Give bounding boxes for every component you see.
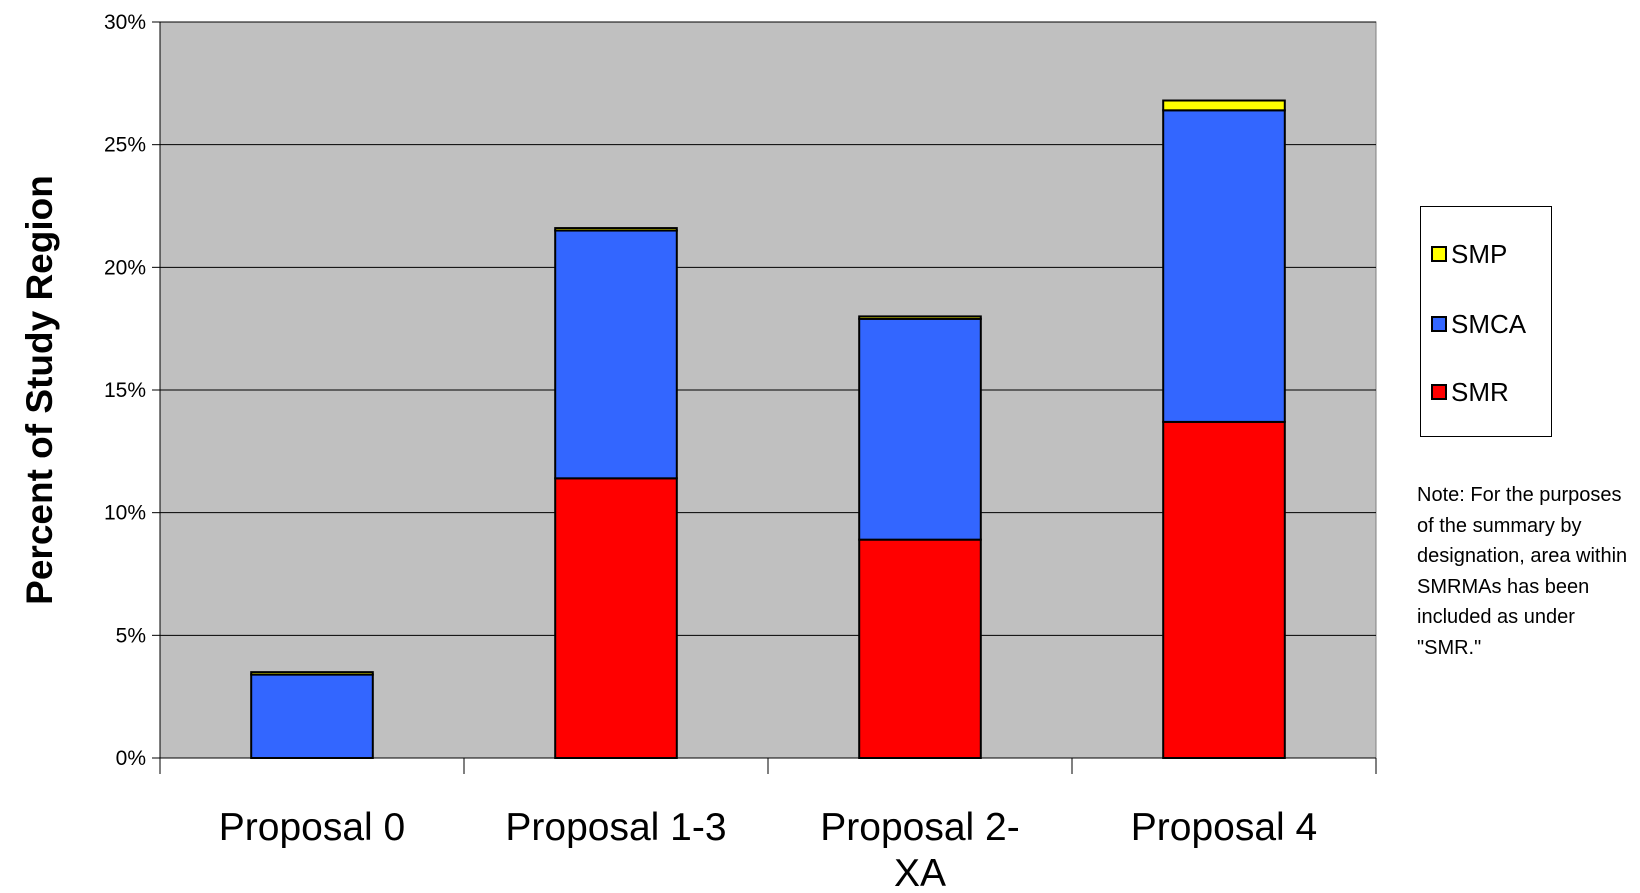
y-tick-labels: 0% 5% 10% 15% 20% 25% 30% [104, 11, 146, 770]
x-tick-label: Proposal 0 [219, 806, 405, 849]
y-tick-label: 0% [116, 747, 146, 770]
legend-swatch-smr [1431, 384, 1447, 400]
x-tick-label: Proposal 1-3 [505, 806, 726, 849]
legend-label-smr: SMR [1451, 376, 1509, 407]
x-tick-labels: Proposal 0 Proposal 1-3 Proposal 2-XA Propo… [219, 806, 1317, 893]
y-tick-label: 30% [104, 11, 146, 34]
bar-segment-smp [554, 227, 678, 232]
legend: SMP SMCA SMR [1420, 206, 1552, 437]
y-tick-label: 10% [104, 502, 146, 525]
bar-segment-smca [1162, 109, 1286, 423]
bars [250, 99, 1286, 759]
y-tick-label: 15% [104, 379, 146, 402]
legend-swatch-smp [1431, 246, 1447, 262]
y-axis-label: Percent of Study Region [19, 175, 60, 605]
y-tick-label: 25% [104, 134, 146, 157]
x-tick-label: Proposal 2-XA [820, 806, 1019, 893]
bar-segment-smr [858, 538, 982, 759]
legend-item-smr: SMR [1431, 377, 1509, 407]
legend-item-smca: SMCA [1431, 309, 1526, 339]
bar-segment-smr [1162, 420, 1286, 759]
bar-segment-smp [1162, 99, 1286, 112]
legend-label-smp: SMP [1451, 238, 1508, 269]
y-tick-label: 20% [104, 256, 146, 279]
bar-segment-smca [554, 229, 678, 480]
bar-segment-smca [858, 317, 982, 541]
bar-segment-smca [250, 673, 374, 759]
legend-label-smca: SMCA [1451, 308, 1527, 339]
x-tick-label: Proposal 4 [1131, 806, 1317, 849]
chart-note: Note: For the purposes of the summary by… [1417, 484, 1628, 659]
legend-item-smp: SMP [1431, 239, 1507, 269]
bar-segment-smr [554, 477, 678, 759]
legend-swatch-smca [1431, 316, 1447, 332]
bar-segment-smp [858, 315, 982, 320]
bar-segment-smp [250, 671, 374, 676]
y-tick-label: 5% [116, 624, 146, 647]
axes [152, 21, 1377, 774]
